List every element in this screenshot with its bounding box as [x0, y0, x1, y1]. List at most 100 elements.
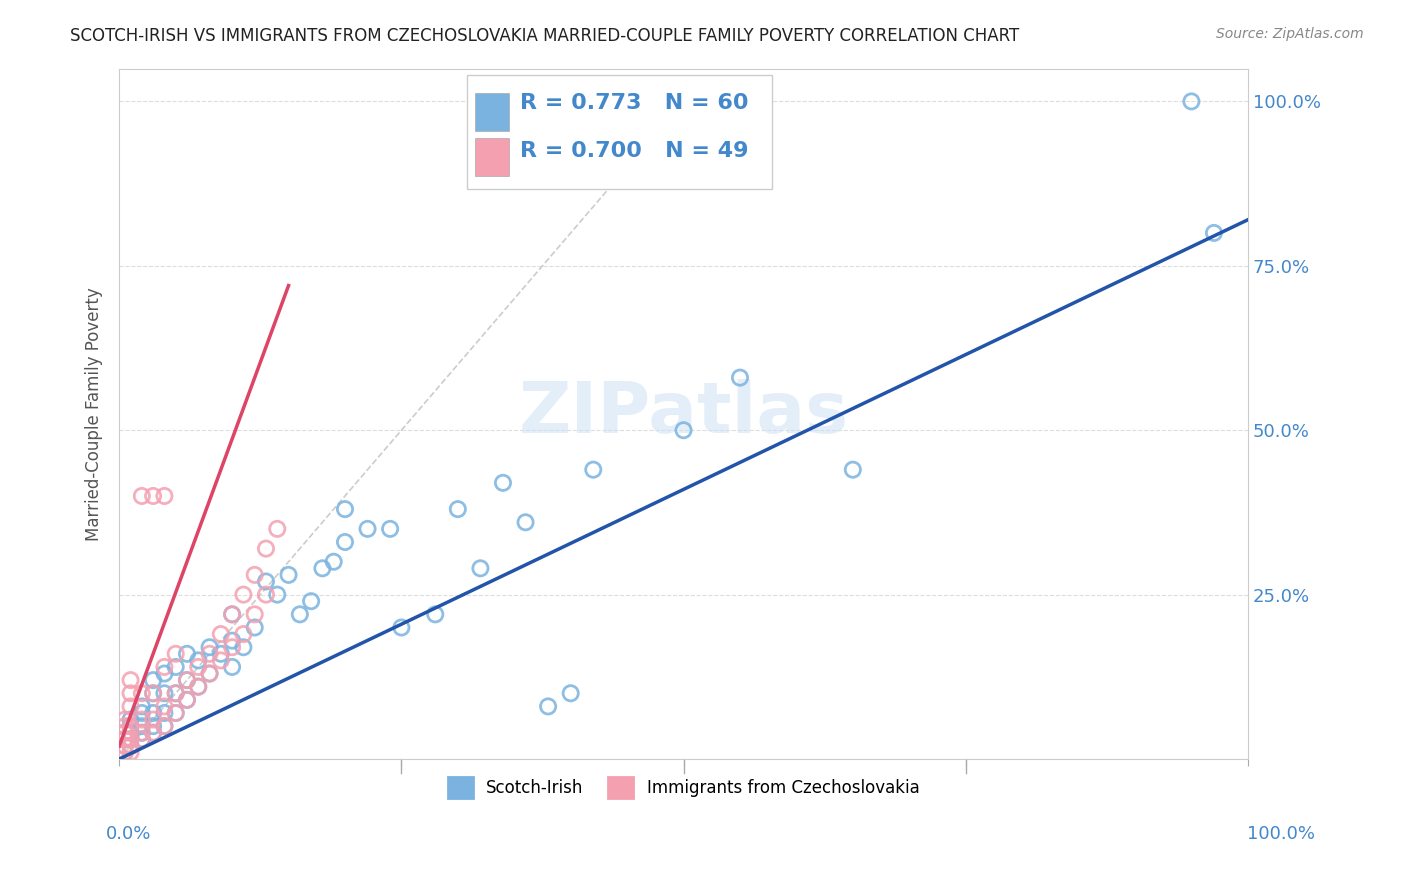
Point [120, 713, 142, 727]
Point [120, 725, 142, 739]
Point [114, 713, 136, 727]
Point [221, 607, 243, 622]
Point [232, 588, 254, 602]
Point [165, 706, 187, 720]
Point [378, 522, 401, 536]
Point [333, 535, 356, 549]
Point [221, 640, 243, 655]
FancyBboxPatch shape [475, 93, 509, 130]
Point [221, 633, 243, 648]
Point [142, 686, 165, 700]
Point [114, 746, 136, 760]
Point [266, 588, 288, 602]
Point [165, 706, 187, 720]
Point [165, 686, 187, 700]
Point [311, 561, 333, 575]
Point [153, 666, 176, 681]
Y-axis label: Married-Couple Family Poverty: Married-Couple Family Poverty [86, 287, 103, 541]
Point [243, 620, 266, 634]
Point [165, 660, 187, 674]
Point [187, 680, 209, 694]
Point [114, 725, 136, 739]
Point [425, 607, 447, 622]
Point [120, 746, 142, 760]
Point [153, 719, 176, 733]
Text: 100.0%: 100.0% [1247, 825, 1315, 843]
Point [142, 713, 165, 727]
Point [243, 567, 266, 582]
Point [131, 706, 153, 720]
Point [120, 719, 142, 733]
Point [120, 686, 142, 700]
FancyBboxPatch shape [475, 137, 509, 176]
Point [114, 732, 136, 747]
Point [131, 489, 153, 503]
Point [243, 607, 266, 622]
Point [131, 725, 153, 739]
Point [114, 732, 136, 747]
Point [131, 732, 153, 747]
Point [114, 739, 136, 753]
Point [1180, 95, 1202, 109]
Point [131, 686, 153, 700]
Point [254, 574, 277, 589]
Point [120, 719, 142, 733]
Point [333, 502, 356, 516]
Point [114, 719, 136, 733]
Point [120, 739, 142, 753]
Point [322, 555, 344, 569]
Text: ZIPatlas: ZIPatlas [519, 379, 849, 449]
Point [277, 567, 299, 582]
Point [142, 706, 165, 720]
Point [198, 666, 221, 681]
Point [153, 706, 176, 720]
Point [492, 475, 515, 490]
Point [142, 489, 165, 503]
Point [254, 588, 277, 602]
Point [515, 516, 537, 530]
Point [299, 594, 322, 608]
Text: Source: ZipAtlas.com: Source: ZipAtlas.com [1216, 27, 1364, 41]
Point [165, 686, 187, 700]
Point [1202, 226, 1225, 240]
Point [176, 693, 198, 707]
Point [221, 607, 243, 622]
Point [672, 423, 695, 437]
Point [120, 732, 142, 747]
Point [470, 561, 492, 575]
Point [356, 522, 378, 536]
Point [131, 732, 153, 747]
Point [120, 673, 142, 687]
Point [288, 607, 311, 622]
Point [537, 699, 560, 714]
Point [198, 666, 221, 681]
Point [560, 686, 582, 700]
Legend: Scotch-Irish, Immigrants from Czechoslovakia: Scotch-Irish, Immigrants from Czechoslov… [439, 769, 928, 806]
Point [142, 673, 165, 687]
Point [187, 680, 209, 694]
Point [142, 686, 165, 700]
Point [142, 719, 165, 733]
Point [232, 640, 254, 655]
Point [176, 673, 198, 687]
FancyBboxPatch shape [467, 76, 772, 189]
Point [254, 541, 277, 556]
Point [266, 522, 288, 536]
Point [131, 713, 153, 727]
Point [221, 660, 243, 674]
Point [176, 673, 198, 687]
Point [176, 693, 198, 707]
Point [391, 620, 413, 634]
Point [153, 660, 176, 674]
Point [114, 739, 136, 753]
Point [153, 719, 176, 733]
Text: R = 0.700   N = 49: R = 0.700 N = 49 [520, 141, 748, 161]
Point [142, 725, 165, 739]
Text: R = 0.773   N = 60: R = 0.773 N = 60 [520, 93, 748, 113]
Point [176, 647, 198, 661]
Point [209, 653, 232, 667]
Point [131, 699, 153, 714]
Point [209, 647, 232, 661]
Point [131, 725, 153, 739]
Point [131, 719, 153, 733]
